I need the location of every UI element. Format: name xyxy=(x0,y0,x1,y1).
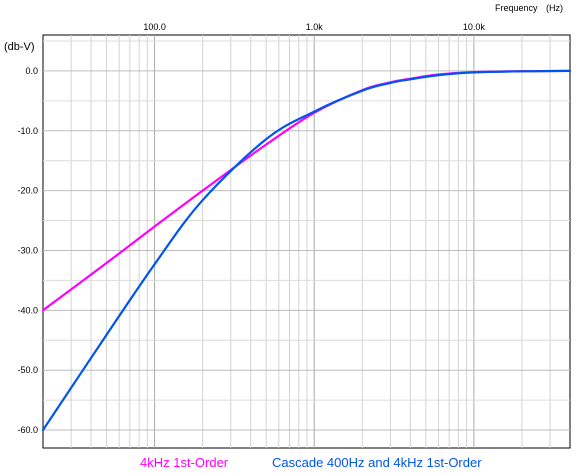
y-tick-label: -30.0 xyxy=(17,245,38,255)
x-axis-title: Frequency xyxy=(495,3,538,13)
grid xyxy=(43,35,570,448)
x-tick-labels: 100.0 1.0k 10.0k xyxy=(143,22,485,32)
y-tick-label: -60.0 xyxy=(17,425,38,435)
series-lines xyxy=(41,69,572,432)
y-tick-label: -50.0 xyxy=(17,365,38,375)
y-tick-label: -20.0 xyxy=(17,186,38,196)
x-tick-label: 1.0k xyxy=(306,22,324,32)
y-tick-label: 0.0 xyxy=(25,66,38,76)
legend-entry-1: 4kHz 1st-Order xyxy=(140,455,229,470)
y-tick-labels: 0.0 -10.0 -20.0 -30.0 -40.0 -50.0 -60.0 xyxy=(17,66,38,435)
y-tick-label: -10.0 xyxy=(17,126,38,136)
y-axis-title: (db-V) xyxy=(4,41,35,53)
x-tick-label: 100.0 xyxy=(143,22,166,32)
x-axis-unit: (Hz) xyxy=(546,3,563,13)
series-line-2 xyxy=(41,69,572,432)
y-tick-label: -40.0 xyxy=(17,305,38,315)
x-tick-label: 10.0k xyxy=(463,22,486,32)
legend-entry-2: Cascade 400Hz and 4kHz 1st-Order xyxy=(272,455,482,470)
